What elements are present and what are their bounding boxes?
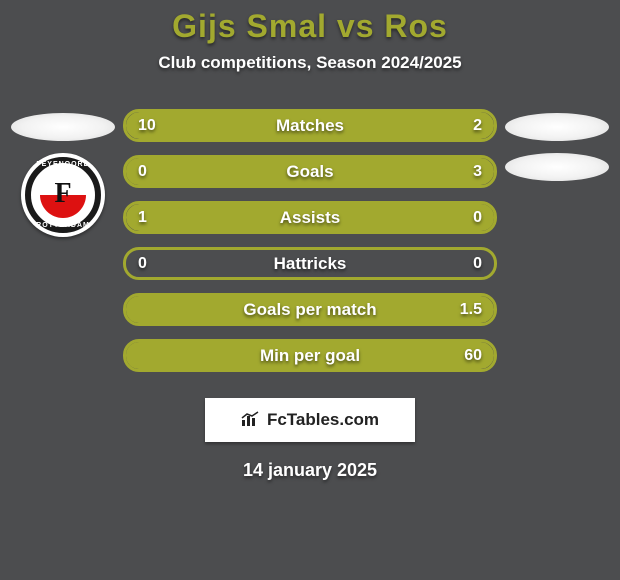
chart-icon: [241, 411, 261, 430]
stat-bar: Goals03: [123, 155, 497, 188]
stat-bar: Hattricks0 0: [123, 247, 497, 280]
source-text: FcTables.com: [267, 410, 379, 430]
page-title: Gijs Smal vs Ros: [172, 8, 448, 45]
bar-fill-right: [126, 296, 494, 323]
comparison-body: FEYENOORD F ROTTERDAM Matches102 Goals03 A…: [0, 95, 620, 372]
stat-bar: Matches102: [123, 109, 497, 142]
bar-value-right: 0: [473, 255, 482, 273]
badge-text-top: FEYENOORD: [36, 161, 89, 168]
source-badge: FcTables.com: [205, 398, 415, 442]
badge-letter: F: [54, 178, 71, 210]
left-player-avatar-placeholder: [11, 113, 115, 141]
badge-text-bottom: ROTTERDAM: [36, 222, 90, 229]
left-column: FEYENOORD F ROTTERDAM: [3, 95, 123, 237]
bar-fill-right: [126, 158, 494, 185]
bar-fill-left: [126, 112, 431, 139]
stat-bar: Min per goal60: [123, 339, 497, 372]
right-column: [497, 95, 617, 181]
badge-inner: F: [40, 172, 86, 218]
stat-bar: Assists10: [123, 201, 497, 234]
date-text: 14 january 2025: [243, 460, 377, 481]
stat-bar: Goals per match1.5: [123, 293, 497, 326]
bar-fill-right: [431, 112, 494, 139]
left-club-badge: FEYENOORD F ROTTERDAM: [21, 153, 105, 237]
bar-value-left: 0: [138, 255, 147, 273]
comparison-card: Gijs Smal vs Ros Club competitions, Seas…: [0, 0, 620, 580]
stat-bars: Matches102 Goals03 Assists10 Hattricks0 0 Goa…: [123, 95, 497, 372]
bar-fill-right: [126, 342, 494, 369]
bar-fill-left: [126, 204, 494, 231]
subtitle: Club competitions, Season 2024/2025: [158, 53, 461, 73]
right-player-avatar-placeholder: [505, 113, 609, 141]
right-club-badge-placeholder: [505, 153, 609, 181]
bar-label: Hattricks: [126, 254, 494, 274]
